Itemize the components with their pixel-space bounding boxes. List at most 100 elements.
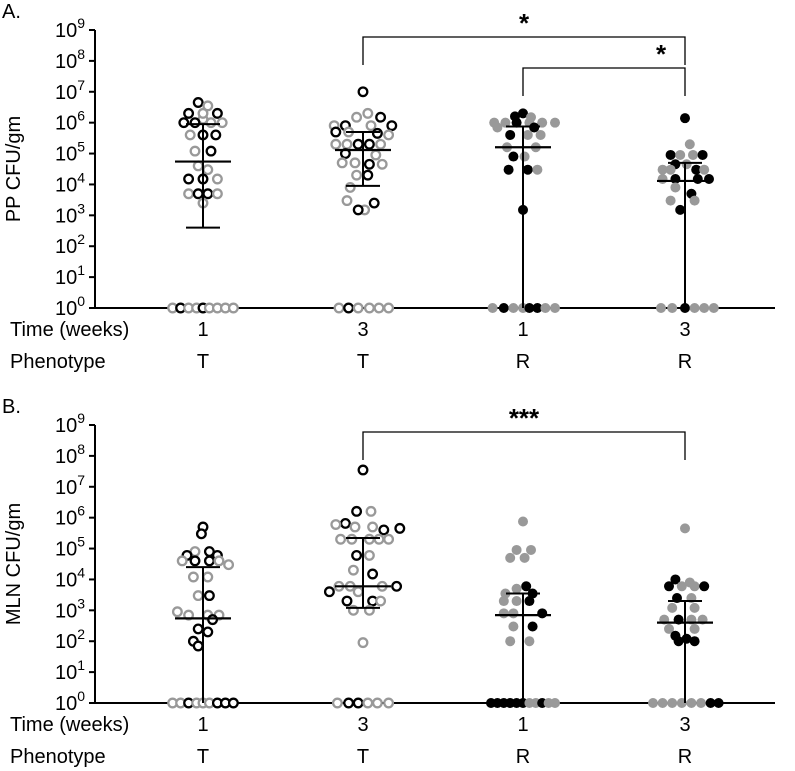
y-tick-label: 104 xyxy=(55,169,85,196)
phenotype-label: R xyxy=(678,351,692,373)
data-point xyxy=(343,302,355,314)
data-point xyxy=(657,164,668,175)
data-point xyxy=(500,588,511,599)
data-point xyxy=(211,173,223,185)
data-point xyxy=(375,138,387,150)
data-point xyxy=(689,303,700,313)
row-label-phenotype: Phenotype xyxy=(10,351,106,373)
y-tick-label: 108 xyxy=(55,441,85,468)
time-label: 3 xyxy=(357,714,368,736)
time-label: 1 xyxy=(517,319,528,341)
time-label: 1 xyxy=(197,319,208,341)
group: 3T xyxy=(323,464,406,768)
data-point xyxy=(648,698,658,708)
data-point xyxy=(705,698,716,708)
data-point xyxy=(363,158,375,170)
y-tick-base: 10 xyxy=(55,267,77,289)
data-point xyxy=(522,164,533,175)
data-point xyxy=(675,149,686,160)
phenotype-label: T xyxy=(357,746,369,768)
data-point xyxy=(192,623,204,635)
data-point xyxy=(505,636,516,647)
data-point xyxy=(511,117,522,128)
group: 3R xyxy=(656,113,719,373)
data-point xyxy=(335,533,347,545)
data-point xyxy=(498,596,509,607)
data-point xyxy=(367,568,379,580)
y-tick-base: 10 xyxy=(55,51,77,73)
data-point xyxy=(352,586,364,598)
data-point xyxy=(691,164,702,175)
y-tick-label: 105 xyxy=(55,534,85,561)
data-point xyxy=(363,302,375,314)
data-point xyxy=(211,107,223,119)
data-point xyxy=(664,623,674,634)
y-tick-exponent: 6 xyxy=(77,108,85,124)
data-point xyxy=(699,581,710,592)
data-point xyxy=(689,602,700,613)
data-point xyxy=(670,182,681,193)
data-point xyxy=(713,698,724,708)
significance-bracket: * xyxy=(522,39,686,96)
y-tick-exponent: 7 xyxy=(77,77,85,93)
data-point xyxy=(189,117,201,129)
data-point xyxy=(383,129,395,141)
data-point xyxy=(689,195,700,206)
data-point xyxy=(323,586,335,598)
data-point xyxy=(535,129,546,140)
phenotype-label: T xyxy=(197,351,209,373)
data-point xyxy=(357,464,369,476)
y-tick-label: 103 xyxy=(55,595,85,622)
y-tick-exponent: 2 xyxy=(77,626,85,642)
data-point xyxy=(375,595,387,607)
data-point xyxy=(505,552,516,563)
y-tick-exponent: 4 xyxy=(77,564,85,580)
row-label-phenotype: Phenotype xyxy=(10,746,106,768)
y-tick-exponent: 0 xyxy=(77,688,85,704)
data-point xyxy=(550,117,560,128)
data-point xyxy=(676,581,687,592)
data-point xyxy=(341,595,353,607)
data-point xyxy=(346,533,358,545)
data-point xyxy=(351,169,363,181)
data-point xyxy=(689,636,700,647)
group: 1R xyxy=(487,108,560,373)
data-point xyxy=(686,698,697,708)
data-point xyxy=(362,697,374,709)
data-point xyxy=(227,302,239,314)
data-point xyxy=(524,596,535,607)
y-tick-base: 10 xyxy=(55,415,77,437)
significance-label: *** xyxy=(509,403,540,433)
data-point xyxy=(365,505,377,517)
data-point xyxy=(688,149,698,160)
data-point xyxy=(373,533,385,545)
data-point xyxy=(527,621,538,632)
data-point xyxy=(341,195,353,207)
data-point xyxy=(216,117,228,129)
y-tick-label: 102 xyxy=(55,231,85,258)
y-tick-label: 100 xyxy=(55,688,85,715)
group: 1T xyxy=(167,97,239,373)
data-point xyxy=(205,117,217,129)
y-tick-exponent: 7 xyxy=(77,472,85,488)
data-point xyxy=(684,139,695,150)
data-point xyxy=(336,157,348,169)
data-point xyxy=(197,107,209,119)
data-point xyxy=(699,164,710,175)
data-point xyxy=(394,522,406,534)
data-point xyxy=(362,107,374,119)
data-point xyxy=(704,174,714,185)
bracket-line xyxy=(522,67,686,96)
data-point xyxy=(351,111,363,123)
data-point xyxy=(696,698,706,708)
y-tick-base: 10 xyxy=(55,693,77,715)
data-point xyxy=(680,523,690,534)
y-tick-base: 10 xyxy=(55,631,77,653)
data-point xyxy=(357,637,369,649)
y-tick-exponent: 1 xyxy=(77,262,85,278)
y-tick-base: 10 xyxy=(55,113,77,135)
y-tick-exponent: 3 xyxy=(77,595,85,611)
data-point xyxy=(383,533,395,545)
data-point xyxy=(537,117,548,128)
